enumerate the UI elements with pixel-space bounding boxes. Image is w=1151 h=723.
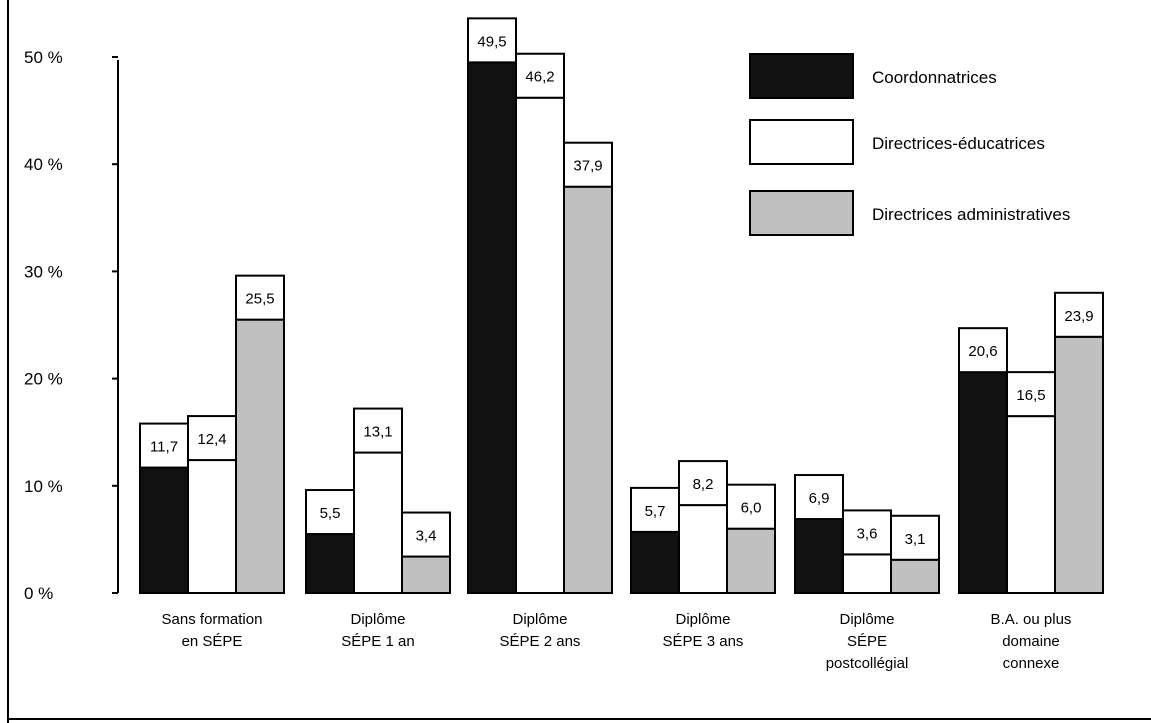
- bar: [726, 527, 776, 594]
- value-label-box: [958, 327, 1008, 374]
- category-label: Diplôme: [512, 611, 567, 628]
- bar: [890, 558, 940, 595]
- y-tick-label: 10 %: [24, 477, 63, 496]
- value-label-box: [515, 52, 565, 99]
- category-label: connexe: [1003, 655, 1060, 672]
- bar: [794, 518, 844, 594]
- bar-group: 11,7 12,4 25,5: [139, 274, 285, 594]
- value-label: 3,4: [416, 528, 437, 545]
- category-label: Sans formation: [162, 611, 263, 628]
- value-label-box: [235, 274, 285, 321]
- value-label: 11,7: [150, 439, 178, 456]
- legend: Coordonnatrices Directrices-éducatrices Di…: [749, 53, 1070, 236]
- category-label: postcollégial: [826, 655, 909, 672]
- bar: [515, 96, 565, 595]
- category-label: Diplôme: [839, 611, 894, 628]
- bar: [678, 504, 728, 595]
- value-label-box: [630, 486, 680, 533]
- value-label: 5,5: [320, 505, 341, 522]
- value-label-box: [305, 489, 355, 536]
- bar: [401, 555, 451, 594]
- value-label-box: [794, 474, 844, 521]
- value-label: 23,9: [1064, 308, 1093, 325]
- value-label: 3,1: [905, 531, 926, 548]
- category-label: Diplôme: [675, 611, 730, 628]
- legend-swatch: [749, 53, 854, 99]
- bar: [235, 318, 285, 594]
- value-label-box: [1054, 291, 1104, 338]
- value-label-box: [726, 483, 776, 530]
- value-label-box: [1006, 371, 1056, 418]
- bar: [958, 371, 1008, 594]
- value-label-box: [353, 407, 403, 454]
- value-label-box: [467, 17, 517, 64]
- value-label-box: [678, 460, 728, 507]
- legend-swatch: [749, 190, 854, 236]
- y-tick-label: 40 %: [24, 155, 63, 174]
- bar: [139, 466, 189, 594]
- bar-group: 5,7 8,2 6,0: [630, 460, 776, 595]
- bar: [1054, 335, 1104, 594]
- bar: [353, 451, 403, 594]
- bar: [305, 533, 355, 594]
- legend-swatch: [749, 119, 854, 165]
- value-label: 25,5: [245, 291, 274, 308]
- value-label: 13,1: [363, 424, 392, 441]
- category-label: SÉPE 2 ans: [500, 633, 581, 650]
- category-labels: Sans formation en SÉPE Diplôme SÉPE 1 an Dip…: [162, 611, 1072, 672]
- category-label: domaine: [1002, 633, 1060, 650]
- bar: [842, 553, 892, 595]
- value-label-box: [563, 141, 613, 188]
- bar-group: 20,6 16,5 23,9: [958, 291, 1104, 594]
- bar: [563, 185, 613, 594]
- y-tick-label: 50 %: [24, 48, 63, 67]
- value-label: 20,6: [968, 343, 997, 360]
- value-label: 12,4: [197, 431, 226, 448]
- value-label: 46,2: [525, 69, 554, 86]
- category-label: SÉPE 3 ans: [663, 633, 744, 650]
- bar: [630, 530, 680, 594]
- bar-group: 6,9 3,6 3,1: [794, 474, 940, 595]
- bar: [187, 459, 237, 594]
- bar: [467, 61, 517, 595]
- value-label: 16,5: [1016, 387, 1045, 404]
- bar-group: 5,5 13,1 3,4: [305, 407, 451, 594]
- value-label-box: [187, 415, 237, 462]
- bar-groups: 11,7 12,4 25,5 5,5 13,1 3,4 49,5 46,2 37,9 5,7 8,2…: [139, 17, 1104, 595]
- value-label: 37,9: [573, 158, 602, 175]
- bar-group: 49,5 46,2 37,9: [467, 17, 613, 595]
- category-label: Diplôme: [350, 611, 405, 628]
- legend-label: Coordonnatrices: [872, 68, 997, 87]
- value-label: 6,9: [809, 490, 830, 507]
- value-label: 5,7: [645, 503, 666, 520]
- y-axis-ticks: 0 % 10 % 20 % 30 % 40 % 50 %: [24, 48, 118, 603]
- category-label: SÉPE 1 an: [341, 633, 414, 650]
- category-label: B.A. ou plus: [991, 611, 1072, 628]
- category-label: en SÉPE: [182, 633, 243, 650]
- y-tick-label: 0 %: [24, 584, 53, 603]
- legend-label: Directrices administratives: [872, 205, 1070, 224]
- value-label: 49,5: [477, 33, 506, 50]
- y-tick-label: 30 %: [24, 262, 63, 281]
- value-label: 3,6: [857, 525, 878, 542]
- value-label-box: [890, 514, 940, 561]
- value-label: 8,2: [693, 476, 714, 493]
- bar: [1006, 415, 1056, 594]
- legend-label: Directrices-éducatrices: [872, 134, 1045, 153]
- value-label-box: [401, 511, 451, 558]
- y-tick-label: 20 %: [24, 370, 63, 389]
- category-label: SÉPE: [847, 633, 887, 650]
- value-label: 6,0: [741, 500, 762, 517]
